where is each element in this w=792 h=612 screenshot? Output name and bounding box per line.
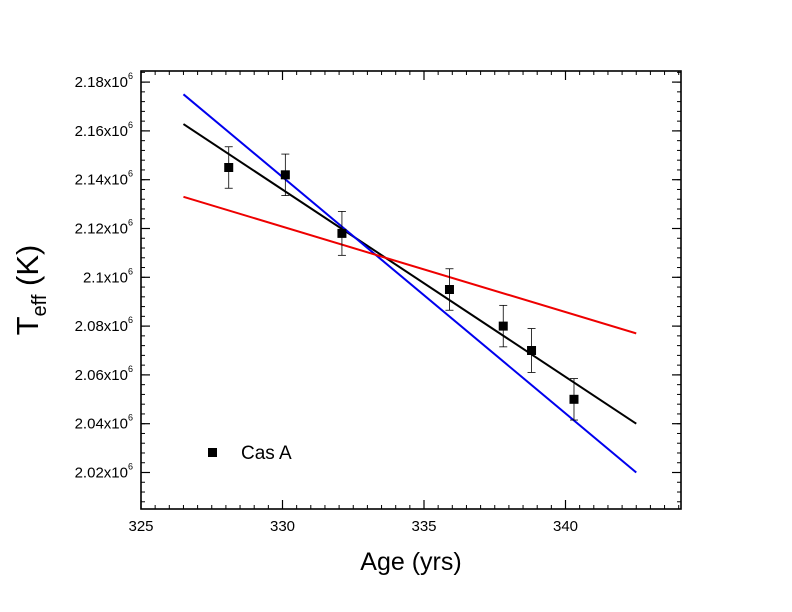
y-tick-mantissa: 2.12x10: [75, 221, 128, 238]
data-point: [224, 163, 234, 172]
fit-lines: [182, 93, 637, 474]
y-tick-label: 2.02x106: [75, 462, 133, 482]
data-point: [527, 346, 537, 355]
y-tick-mantissa: 2.06x10: [75, 367, 128, 384]
x-axis-title: Age (yrs): [360, 548, 461, 576]
y-tick-mantissa: 2.02x10: [75, 465, 128, 482]
x-tick-label: 335: [411, 518, 436, 535]
y-tick-exponent: 6: [128, 169, 133, 179]
y-tick-exponent: 6: [128, 71, 133, 81]
y-tick-mantissa: 2.18x10: [75, 74, 128, 91]
y-tick-label: 2.18x106: [75, 71, 133, 91]
fit-line-black: [182, 123, 637, 425]
x-tick-label: 325: [128, 518, 153, 535]
y-tick-label: 2.06x106: [75, 364, 133, 384]
fit-line-red: [183, 195, 637, 335]
y-tick-exponent: 6: [128, 266, 133, 276]
legend: Cas A: [208, 443, 292, 464]
y-tick-exponent: 6: [128, 218, 133, 228]
y-axis-title-unit: (K): [10, 245, 45, 295]
y-tick-mantissa: 2.16x10: [75, 123, 128, 140]
y-tick-mantissa: 2.1x10: [83, 269, 128, 286]
plot-frame: [140, 70, 682, 510]
data-points: [224, 146, 579, 421]
y-tick-mantissa: 2.08x10: [75, 318, 128, 335]
data-point: [444, 285, 454, 294]
data-point: [569, 394, 579, 404]
y-axis-title-subscript: eff: [29, 294, 51, 316]
y-tick-mantissa: 2.14x10: [75, 172, 128, 189]
x-tick-labels: 325 330 335 340: [128, 518, 578, 535]
y-tick-label: 2.08x106: [75, 315, 133, 335]
y-tick-exponent: 6: [128, 364, 133, 374]
y-tick-mantissa: 2.04x10: [75, 416, 128, 433]
y-axis-title: Teff (K): [10, 245, 51, 336]
data-point: [280, 170, 290, 180]
y-tick-label: 2.12x106: [75, 218, 133, 238]
y-tick-exponent: 6: [128, 315, 133, 325]
y-tick-exponent: 6: [128, 413, 133, 423]
y-tick-label: 2.04x106: [75, 413, 133, 433]
x-tick-label: 340: [553, 518, 578, 535]
fit-line-blue: [182, 93, 637, 474]
legend-label: Cas A: [241, 443, 292, 464]
y-tick-exponent: 6: [128, 120, 133, 130]
major-ticks: [140, 71, 681, 509]
y-tick-label: 2.1x106: [83, 266, 133, 286]
y-axis-title-main: T: [10, 316, 45, 335]
data-point: [337, 228, 347, 238]
x-tick-label: 330: [270, 518, 295, 535]
data-point: [498, 321, 508, 331]
y-tick-label: 2.16x106: [75, 120, 133, 140]
y-tick-labels: 2.02x1062.04x1062.06x1062.08x1062.1x1062…: [75, 71, 133, 481]
legend-marker: [208, 448, 217, 457]
y-tick-exponent: 6: [128, 462, 133, 472]
y-tick-label: 2.14x106: [75, 169, 133, 189]
